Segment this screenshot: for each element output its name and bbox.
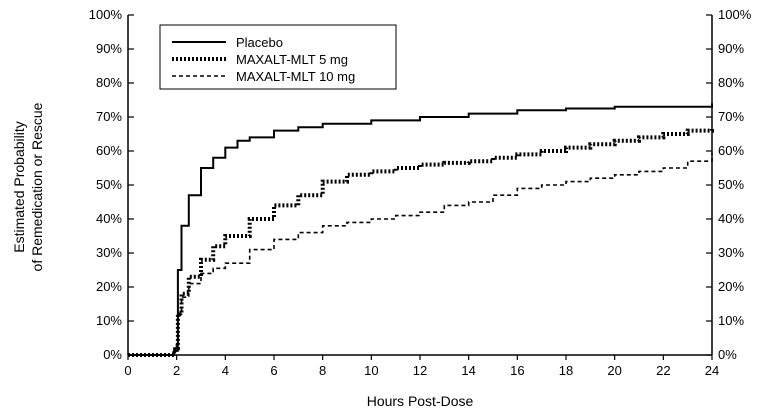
legend: Placebo MAXALT-MLT 5 mg MAXALT-MLT 10 mg (159, 24, 397, 90)
y-tick-label-left: 80% (96, 75, 122, 90)
y-tick-label-right: 90% (718, 41, 744, 56)
axis-ticks: 0% 0% 10% 10% 20% 20% 30% 30% 40% 40% 50% 50% 60% 60%… (89, 7, 752, 378)
y-tick-label-right: 70% (718, 109, 744, 124)
y-tick-label-left: 30% (96, 245, 122, 260)
y-tick-label-left: 0% (103, 347, 122, 362)
y-tick-label-left: 60% (96, 143, 122, 158)
x-tick-label: 0 (124, 363, 131, 378)
y-tick-label-left: 20% (96, 279, 122, 294)
y-tick-label-left: 50% (96, 177, 122, 192)
y-tick-label-left: 40% (96, 211, 122, 226)
y-tick-label-right: 60% (718, 143, 744, 158)
x-tick-label: 14 (461, 363, 475, 378)
x-tick-label: 20 (607, 363, 621, 378)
x-tick-label: 18 (559, 363, 573, 378)
legend-label-1: Placebo (236, 35, 283, 50)
y-axis-title-line-1: Estimated Probability (11, 121, 27, 253)
y-tick-label-right: 10% (718, 313, 744, 328)
x-axis-title: Hours Post-Dose (367, 393, 474, 409)
legend-box (159, 24, 397, 90)
y-tick-label-left: 70% (96, 109, 122, 124)
y-axis-title-line-2: of Remedication or Rescue (29, 102, 45, 271)
y-tick-label-right: 80% (718, 75, 744, 90)
x-tick-label: 8 (319, 363, 326, 378)
y-tick-label-right: 50% (718, 177, 744, 192)
y-tick-label-left: 10% (96, 313, 122, 328)
y-tick-label-left: 100% (89, 7, 123, 22)
y-tick-label-right: 100% (718, 7, 752, 22)
x-tick-label: 10 (364, 363, 378, 378)
x-tick-label: 12 (413, 363, 427, 378)
y-tick-label-right: 30% (718, 245, 744, 260)
x-tick-label: 2 (173, 363, 180, 378)
series-line-2 (128, 127, 714, 357)
y-tick-label-right: 40% (718, 211, 744, 226)
legend-label-2: MAXALT-MLT 5 mg (236, 52, 348, 67)
x-tick-label: 6 (270, 363, 277, 378)
legend-label-3: MAXALT-MLT 10 mg (236, 69, 355, 84)
x-tick-label: 4 (222, 363, 229, 378)
y-tick-label-right: 0% (718, 347, 737, 362)
x-tick-label: 22 (656, 363, 670, 378)
series-group (128, 103, 714, 357)
y-tick-label-right: 20% (718, 279, 744, 294)
x-tick-label: 16 (510, 363, 524, 378)
x-tick-label: 24 (705, 363, 719, 378)
series-line-3 (128, 152, 713, 356)
series-line-1 (128, 103, 713, 356)
y-tick-label-left: 90% (96, 41, 122, 56)
